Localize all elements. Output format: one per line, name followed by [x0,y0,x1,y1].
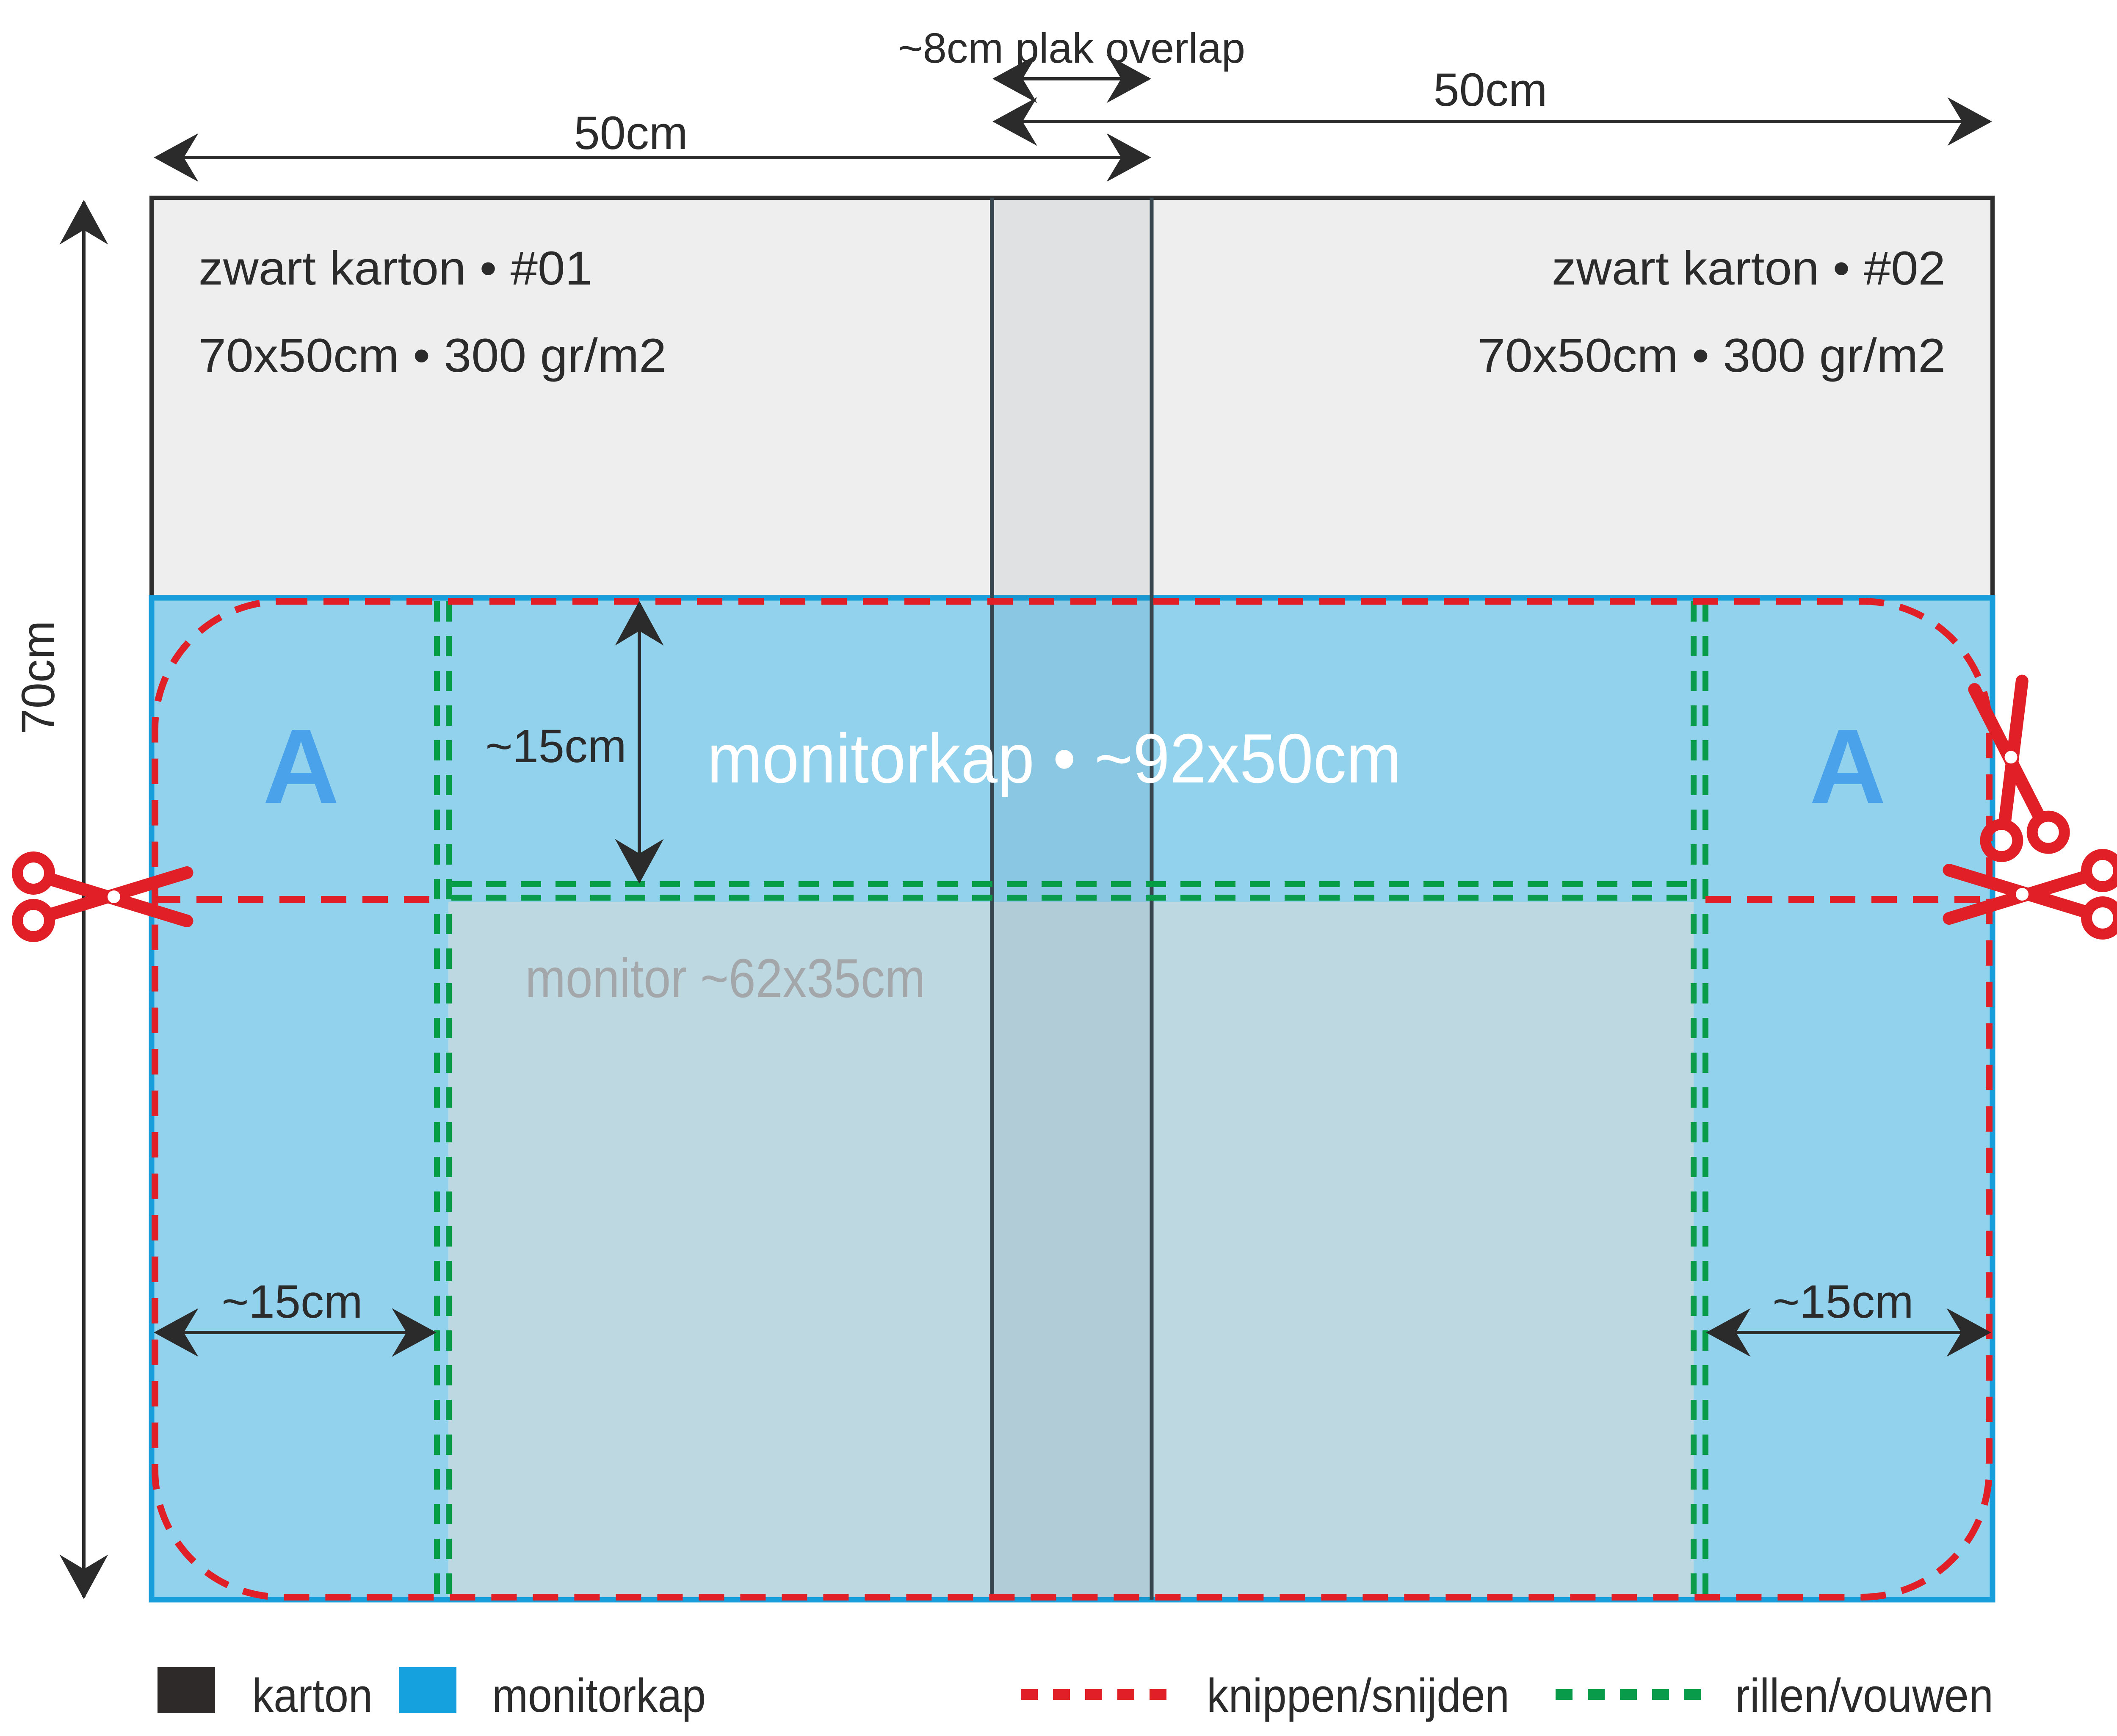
legend-label-knippen: knippen/snijden [1207,1669,1509,1722]
flap-left-label: ~15cm [221,1276,362,1328]
sheet2-size: 70x50cm • 300 gr/m2 [1478,329,1946,382]
legend-label-monitorkap: monitorkap [492,1669,706,1722]
corner-a-right: A [1810,707,1886,825]
height-label: 70cm [12,621,64,735]
legend-swatch-monitorkap [399,1667,456,1713]
width-right-label: 50cm [1434,64,1548,116]
monitor-label: monitor ~62x35cm [525,947,926,1009]
legend-label-rillen: rillen/vouwen [1735,1669,1993,1722]
overlap-label: ~8cm plak overlap [898,25,1245,72]
legend-label-karton: karton [252,1669,373,1722]
hood-label: monitorkap • ~92x50cm [707,719,1401,797]
legend-swatch-karton [158,1667,215,1713]
sheet1-name: zwart karton • #01 [199,242,592,295]
flap-top-label: ~15cm [485,720,626,772]
sheet2-name: zwart karton • #02 [1552,242,1946,295]
corner-a-left: A [263,707,340,825]
legend: karton monitorkap knippen/snijden rillen… [158,1667,1993,1722]
monitor-area-rect [448,902,1694,1597]
width-left-label: 50cm [574,107,688,159]
sheet1-size: 70x50cm • 300 gr/m2 [199,329,666,382]
cut-line-rounded-outline [152,598,1993,1601]
flap-right-label: ~15cm [1772,1276,1913,1328]
